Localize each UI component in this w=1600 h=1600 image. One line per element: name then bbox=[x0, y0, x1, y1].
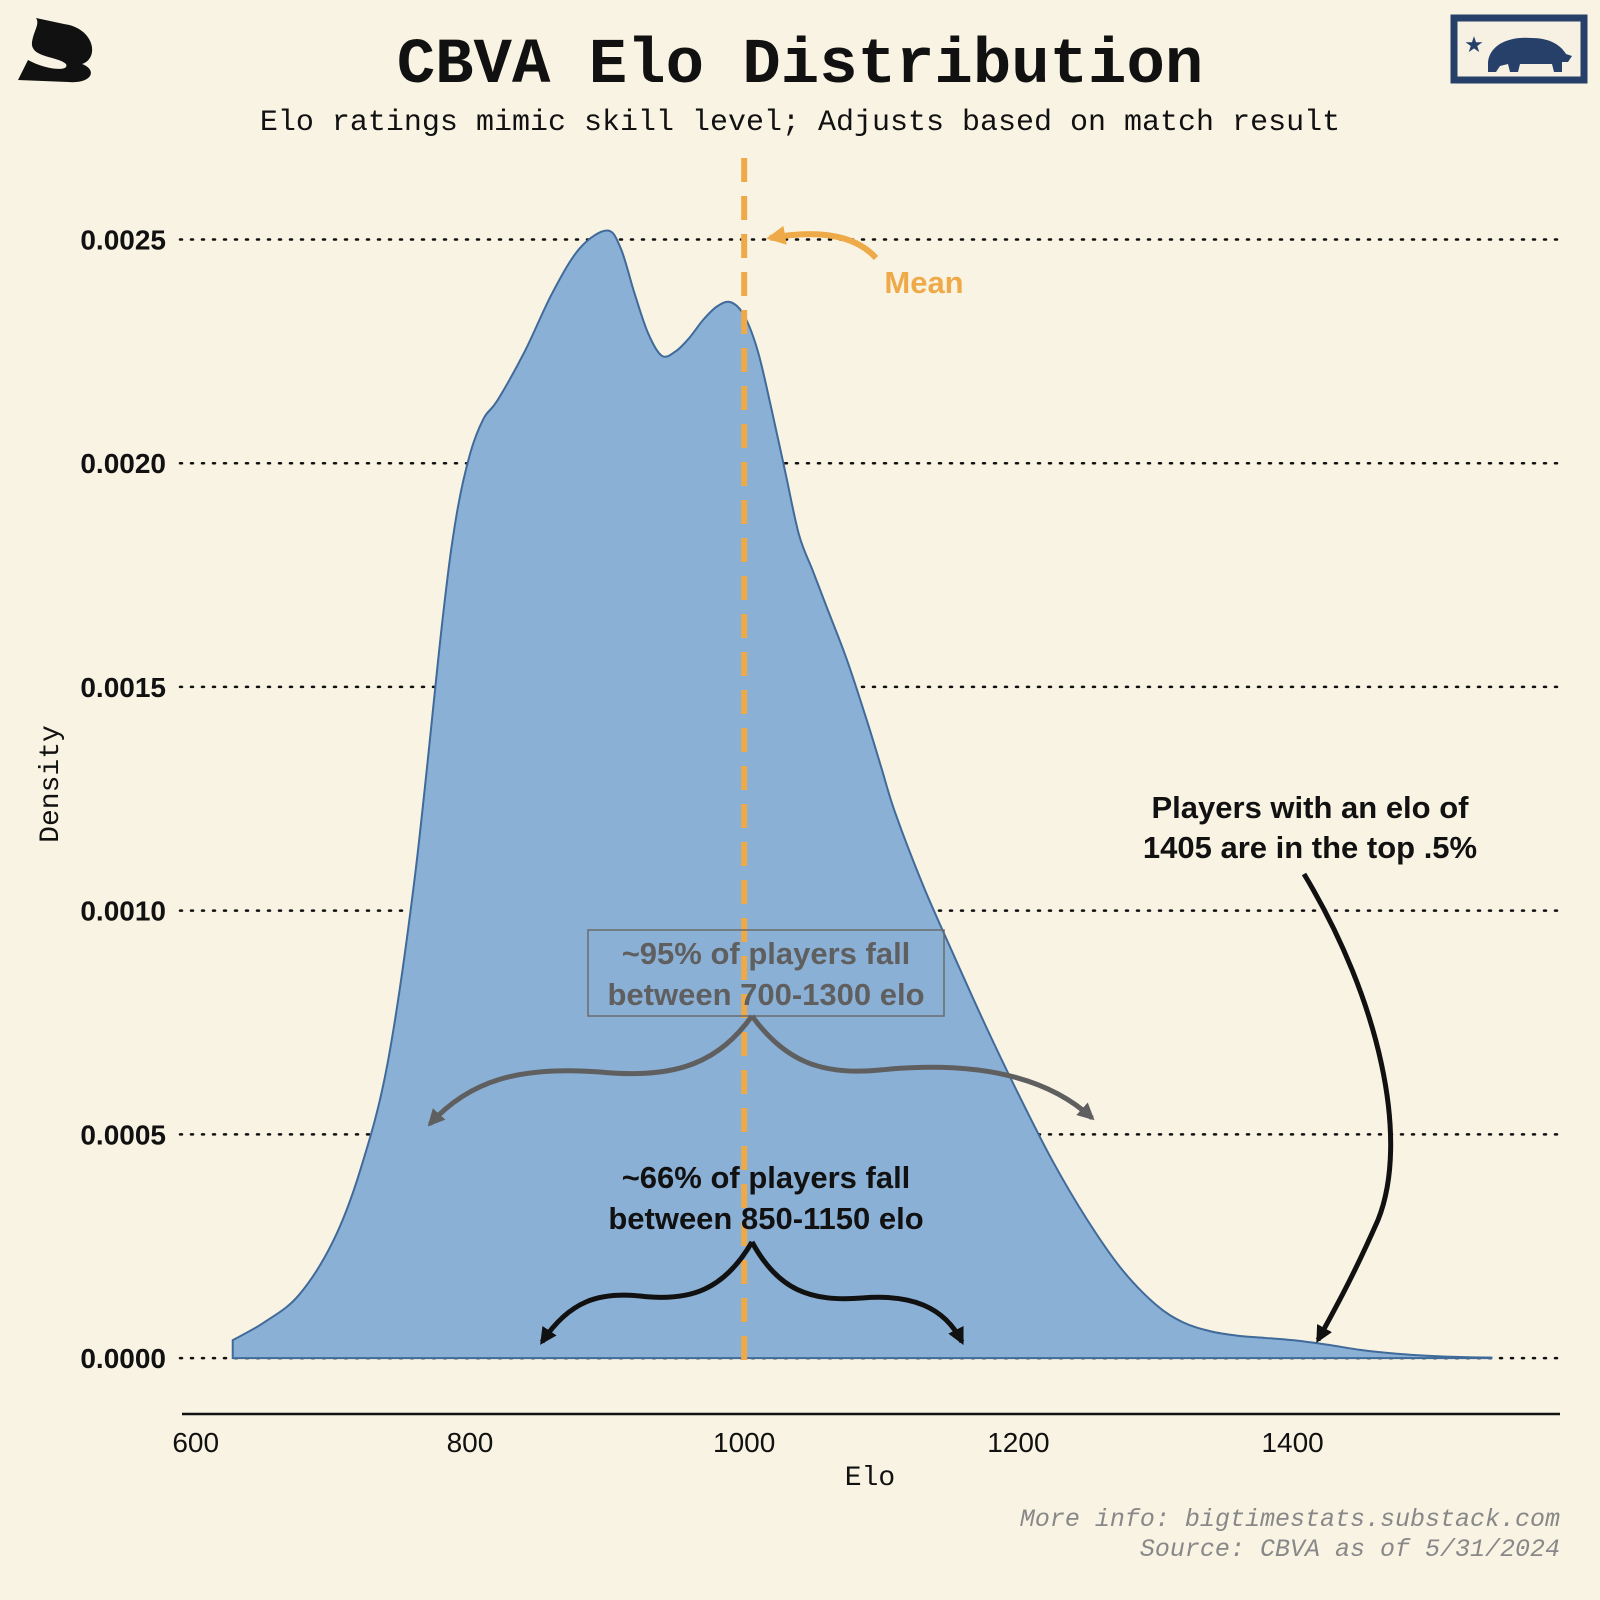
x-tick-labels: 600 800 1000 1200 1400 bbox=[172, 1427, 1323, 1458]
x-tick-label: 1000 bbox=[713, 1427, 775, 1458]
y-tick-label: 0.0025 bbox=[80, 224, 166, 255]
top-line2: 1405 are in the top .5% bbox=[1143, 830, 1477, 865]
mean-arrow bbox=[766, 225, 879, 261]
range66-left-arrow bbox=[539, 1240, 755, 1345]
x-tick-label: 1400 bbox=[1261, 1427, 1323, 1458]
y-axis-label: Density bbox=[36, 725, 67, 843]
range95-right-arrow bbox=[749, 1014, 1095, 1121]
range66-line1: ~66% of players fall bbox=[622, 1160, 911, 1195]
x-tick-label: 1200 bbox=[987, 1427, 1049, 1458]
range95-line1: ~95% of players fall bbox=[622, 936, 911, 971]
range66-line2: between 850-1150 elo bbox=[608, 1201, 923, 1236]
x-tick-label: 800 bbox=[447, 1427, 494, 1458]
chart-subtitle: Elo ratings mimic skill level; Adjusts b… bbox=[260, 106, 1340, 140]
california-bear-flag-icon: ★ bbox=[1450, 14, 1588, 84]
range66-right-arrow bbox=[749, 1240, 965, 1346]
svg-text:★: ★ bbox=[1464, 32, 1484, 57]
y-tick-labels: 0.0000 0.0005 0.0010 0.0015 0.0020 0.0025 bbox=[80, 224, 166, 1374]
y-tick-label: 0.0000 bbox=[80, 1343, 166, 1374]
y-tick-label: 0.0005 bbox=[80, 1119, 166, 1150]
range95-line2: between 700-1300 elo bbox=[607, 977, 924, 1012]
x-tick-label: 600 bbox=[172, 1427, 219, 1458]
footer-more-info: More info: bigtimestats.substack.com bbox=[1020, 1505, 1560, 1534]
chart-title: CBVA Elo Distribution bbox=[397, 30, 1204, 102]
range95-left-arrow bbox=[427, 1014, 755, 1127]
x-axis-label: Elo bbox=[845, 1463, 895, 1494]
top-arrow bbox=[1301, 872, 1394, 1343]
footer-source: Source: CBVA as of 5/31/2024 bbox=[1140, 1535, 1560, 1564]
mean-label: Mean bbox=[884, 265, 963, 300]
y-tick-label: 0.0020 bbox=[80, 448, 166, 479]
top-line1: Players with an elo of bbox=[1152, 790, 1470, 825]
density-area bbox=[231, 229, 1493, 1360]
y-tick-label: 0.0015 bbox=[80, 672, 166, 703]
range95-box bbox=[587, 929, 945, 1017]
substack-s-logo-icon bbox=[18, 18, 93, 83]
y-tick-label: 0.0010 bbox=[80, 896, 166, 927]
